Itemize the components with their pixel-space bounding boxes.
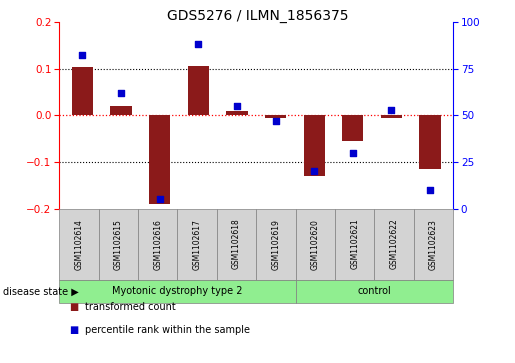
Point xyxy=(426,187,434,193)
Text: GDS5276 / ILMN_1856375: GDS5276 / ILMN_1856375 xyxy=(167,9,348,23)
Text: disease state ▶: disease state ▶ xyxy=(3,286,78,296)
Point xyxy=(349,150,357,155)
Text: GSM1102620: GSM1102620 xyxy=(311,219,320,270)
Text: GSM1102623: GSM1102623 xyxy=(429,219,438,270)
Bar xyxy=(419,115,441,169)
Point xyxy=(156,196,164,202)
Text: GSM1102614: GSM1102614 xyxy=(75,219,83,270)
Text: GSM1102621: GSM1102621 xyxy=(350,219,359,269)
Text: GSM1102616: GSM1102616 xyxy=(153,219,162,270)
Point xyxy=(233,103,241,109)
Point xyxy=(310,168,318,174)
Text: GSM1102622: GSM1102622 xyxy=(390,219,399,269)
Bar xyxy=(187,66,209,115)
Point xyxy=(271,118,280,124)
Point xyxy=(117,90,125,96)
Bar xyxy=(381,115,402,118)
Point xyxy=(387,107,396,113)
Bar xyxy=(342,115,364,141)
Text: GSM1102619: GSM1102619 xyxy=(271,219,280,270)
Text: Myotonic dystrophy type 2: Myotonic dystrophy type 2 xyxy=(112,286,243,296)
Text: GSM1102617: GSM1102617 xyxy=(193,219,201,270)
Point xyxy=(78,53,87,58)
Bar xyxy=(303,115,325,176)
Text: ■: ■ xyxy=(70,325,79,335)
Bar xyxy=(72,67,93,115)
Bar xyxy=(226,111,248,115)
Point xyxy=(194,41,202,47)
Text: control: control xyxy=(357,286,391,296)
Bar xyxy=(265,115,286,118)
Text: GSM1102615: GSM1102615 xyxy=(114,219,123,270)
Bar xyxy=(110,106,132,115)
Text: GSM1102618: GSM1102618 xyxy=(232,219,241,269)
Text: percentile rank within the sample: percentile rank within the sample xyxy=(85,325,250,335)
Text: ■: ■ xyxy=(70,302,79,312)
Bar xyxy=(149,115,170,204)
Text: transformed count: transformed count xyxy=(85,302,176,312)
